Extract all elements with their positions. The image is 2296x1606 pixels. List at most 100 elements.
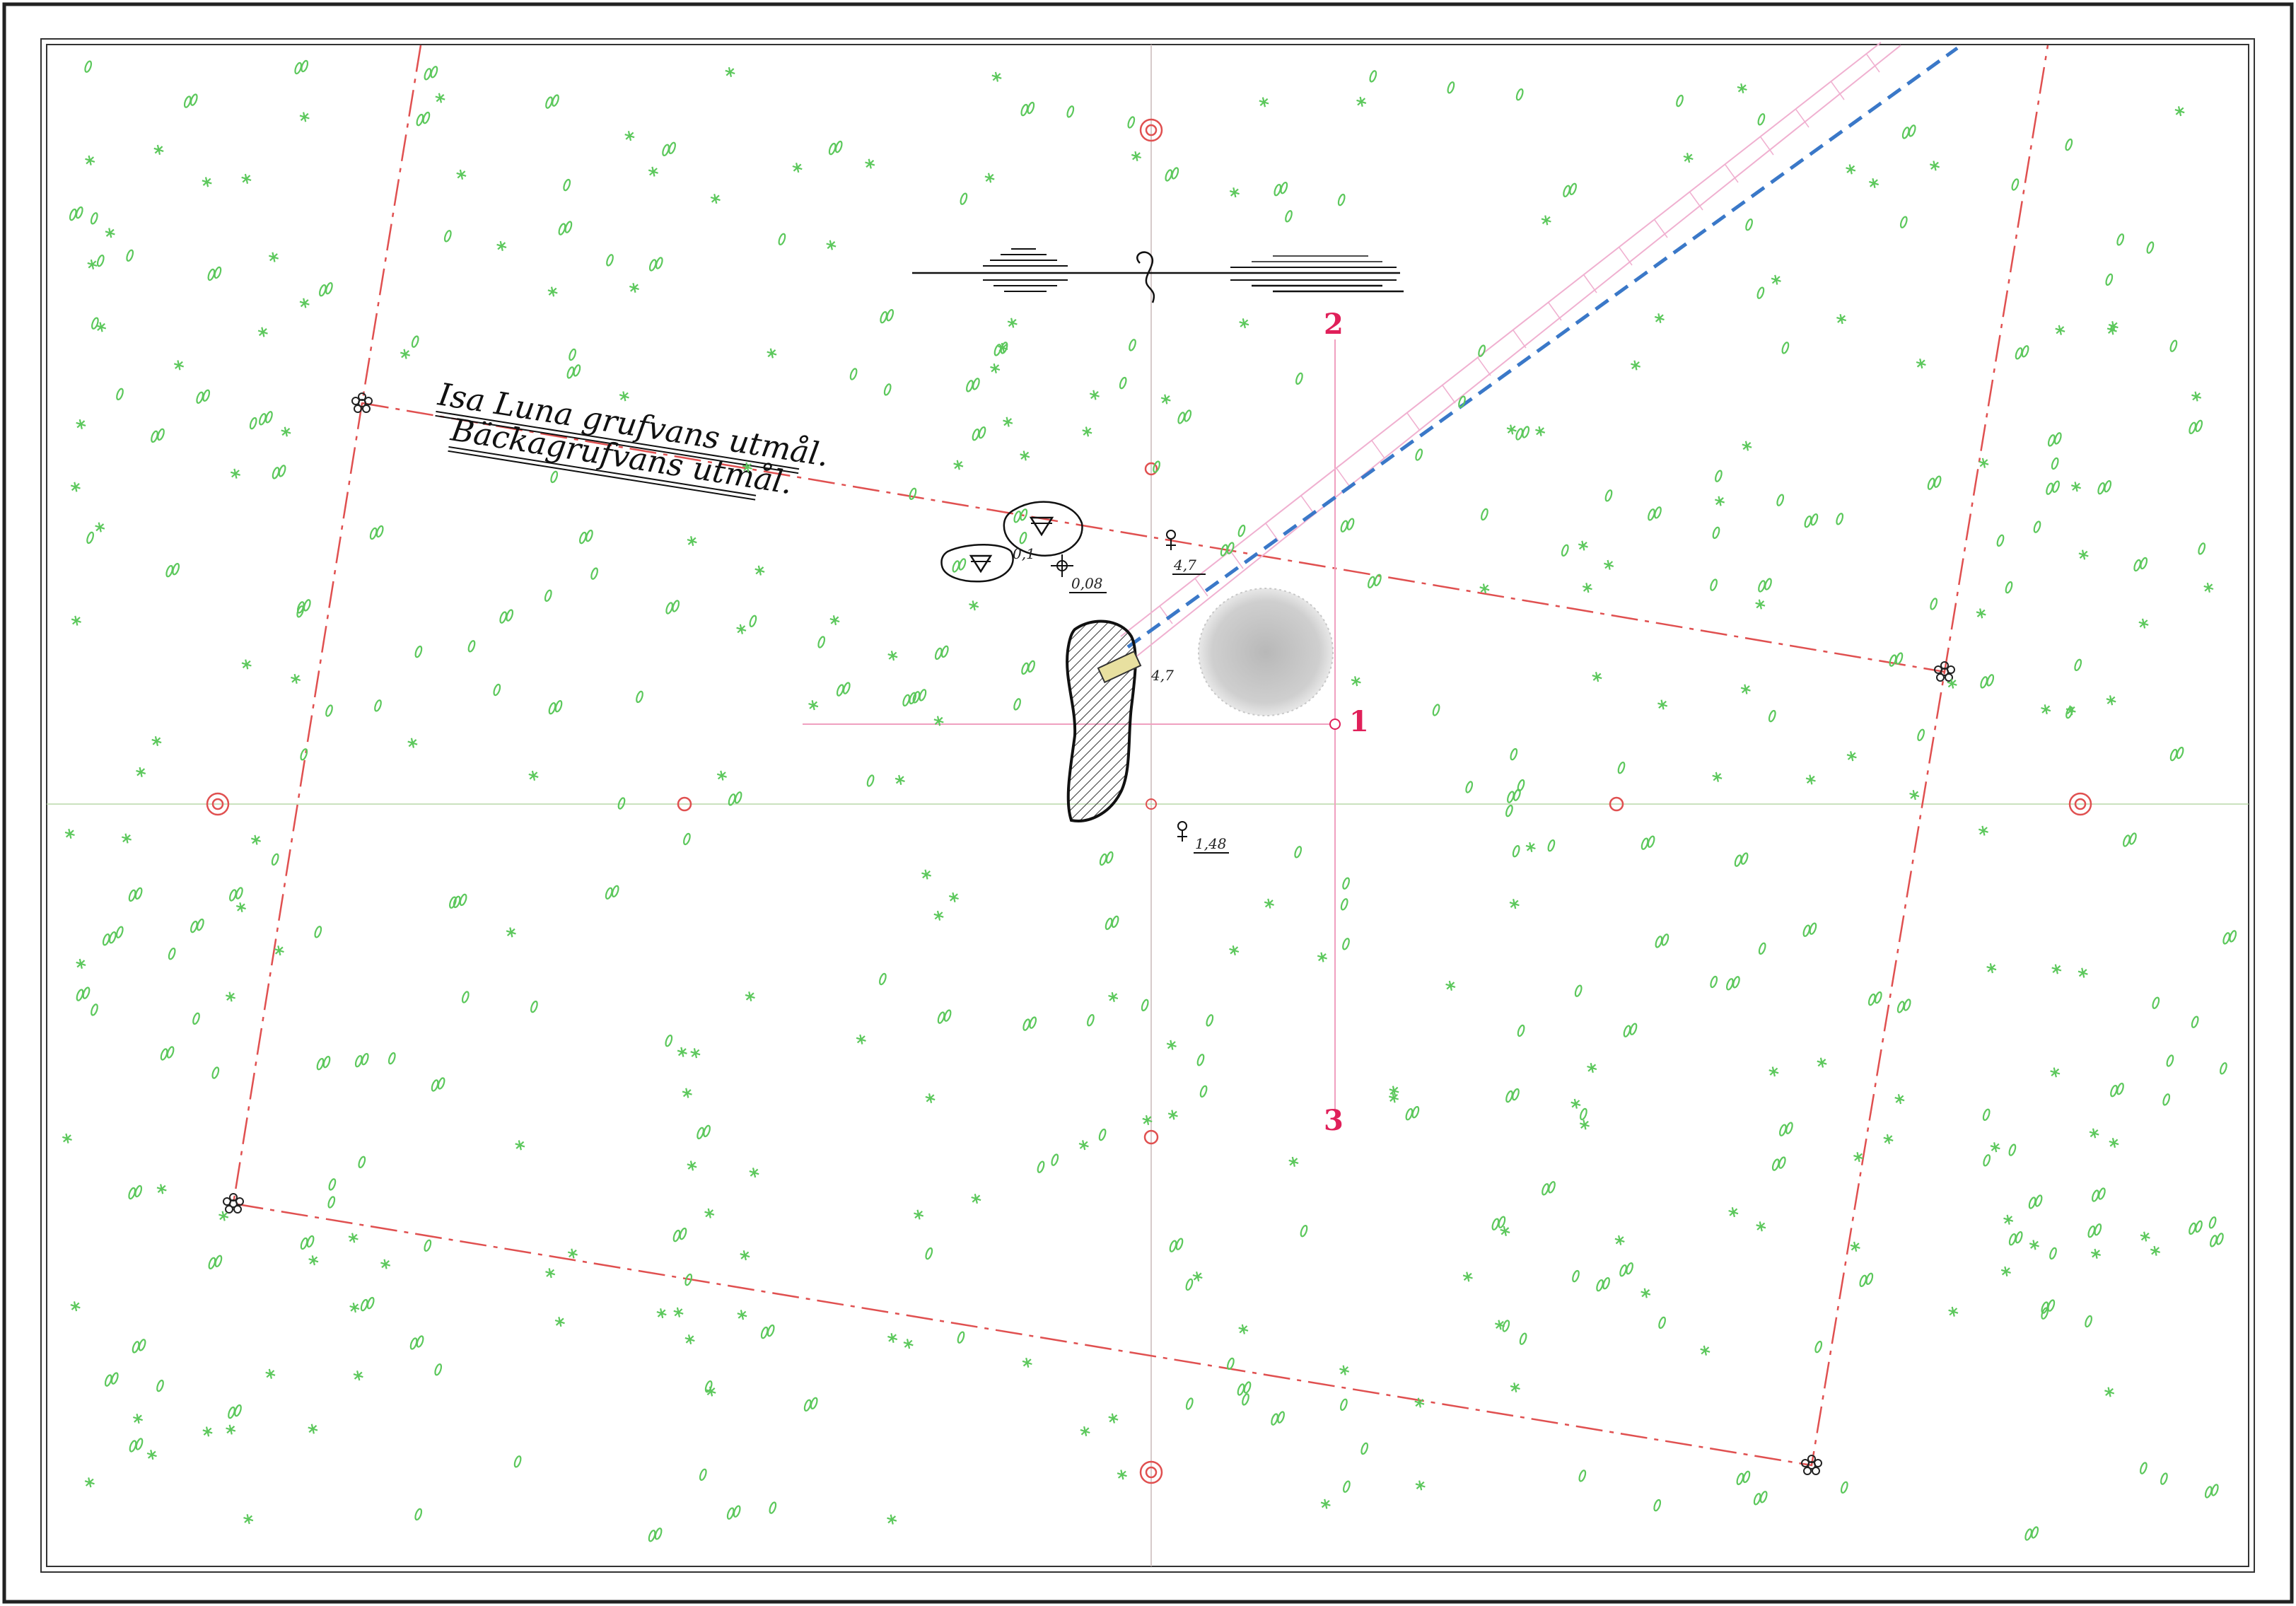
station-label-2: 2 — [1324, 308, 1344, 341]
grass-tuft-icon — [2000, 1266, 2011, 1276]
grass-tuft-icon — [933, 910, 944, 921]
shrub-icon — [1510, 747, 1518, 761]
grass-tuft-icon — [991, 71, 1002, 82]
shrub-icon — [1710, 578, 1718, 591]
grass-tuft-icon — [506, 927, 516, 938]
grass-tuft-icon — [619, 391, 629, 402]
shrub-icon — [1930, 598, 1938, 610]
shrub-icon — [934, 645, 949, 661]
shrub-icon — [424, 1239, 432, 1252]
shrub-icon — [2047, 432, 2062, 447]
grass-tuft-icon — [554, 1317, 565, 1327]
shrub-icon — [2146, 241, 2155, 254]
grass-tuft-icon — [1728, 1207, 1739, 1218]
grass-tuft-icon — [1929, 161, 1940, 171]
shrub-icon — [2222, 930, 2237, 945]
grass-tuft-icon — [1805, 774, 1816, 785]
shrub-icon — [2189, 419, 2203, 435]
shrub-icon — [1220, 542, 1235, 557]
shrub-icon — [952, 558, 967, 573]
shrub-icon — [1712, 526, 1720, 540]
shrub-icon — [2049, 1247, 2057, 1260]
grass-tuft-icon — [887, 1514, 897, 1525]
shrub-icon — [1804, 513, 1819, 528]
shrub-icon — [760, 1324, 775, 1339]
grass-tuft-icon — [742, 462, 752, 472]
triangle-pit-icon — [1003, 501, 1083, 557]
shrub-icon — [411, 335, 419, 348]
shrub-icon — [1342, 938, 1350, 950]
grass-tuft-icon — [349, 1302, 360, 1313]
grass-tuft-icon — [1990, 1142, 2000, 1153]
shrub-icon — [1432, 704, 1440, 716]
shrub-icon — [1517, 1024, 1525, 1037]
shrub-icon — [665, 1034, 673, 1047]
shrub-icon — [697, 1124, 711, 1140]
grass-tuft-icon — [274, 945, 284, 956]
grass-tuft-icon — [673, 1307, 684, 1317]
flower-boundary-marker-icon — [1801, 1455, 1822, 1475]
shrub-icon — [1271, 1411, 1285, 1426]
shrub-icon — [2024, 1526, 2039, 1541]
shrub-icon — [728, 791, 742, 806]
shrub-icon — [2123, 832, 2137, 847]
shrub-icon — [360, 1296, 375, 1312]
grass-tuft-icon — [1614, 1235, 1625, 1245]
grass-tuft-icon — [914, 1209, 924, 1220]
grass-tuft-icon — [250, 834, 262, 845]
shrub-icon — [1129, 339, 1136, 351]
grass-tuft-icon — [1978, 825, 1988, 836]
grass-tuft-icon — [1500, 1226, 1510, 1236]
shrub-icon — [972, 426, 986, 441]
shrub-icon — [1295, 372, 1303, 385]
shrub-icon — [2189, 1220, 2203, 1235]
shrub-icon — [605, 885, 619, 900]
grass-tuft-icon — [1389, 1086, 1399, 1096]
grass-tuft-icon — [1868, 178, 1880, 189]
claim-boundary-inner — [361, 402, 1945, 673]
shrub-icon — [2210, 1233, 2224, 1247]
grass-tuft-icon — [1683, 152, 1694, 163]
grass-tuft-icon — [1916, 358, 1926, 369]
shrub-icon — [2033, 520, 2041, 533]
flower-boundary-marker-icon — [351, 392, 373, 413]
grass-tuft-icon — [1167, 1110, 1178, 1120]
shrub-icon — [91, 317, 99, 330]
shrub-icon — [2046, 480, 2060, 495]
grass-tuft-icon — [2078, 967, 2088, 978]
grass-tuft-icon — [1089, 390, 1100, 400]
shrub-icon — [1515, 426, 1530, 441]
shrub-icon — [1360, 1442, 1369, 1455]
flower-boundary-marker-icon — [223, 1193, 244, 1214]
shrub-icon — [1982, 1108, 1991, 1122]
shrub-icon — [207, 266, 222, 281]
crosshair-icon — [1051, 554, 1073, 577]
shrub-icon — [1756, 286, 1765, 299]
grass-tuft-icon — [687, 1160, 697, 1171]
mine-entrance — [1097, 650, 1142, 684]
shrub-icon — [2005, 581, 2013, 594]
grass-tuft-icon — [1108, 1413, 1119, 1424]
grass-tuft-icon — [121, 833, 132, 844]
grass-tuft-icon — [749, 1168, 759, 1178]
shrub-icon — [803, 1397, 818, 1412]
grass-tuft-icon — [1771, 274, 1781, 285]
station-point — [1329, 718, 1341, 730]
grass-tuft-icon — [1740, 684, 1751, 694]
shrub-icon — [2008, 1230, 2023, 1246]
depth-label-b: 4,7 — [1173, 557, 1196, 574]
shrub-icon — [2065, 138, 2073, 151]
shrub-icon — [2166, 1054, 2174, 1067]
shrub-icon — [129, 1438, 144, 1453]
shrub-icon — [1596, 1276, 1610, 1292]
shrub-icon — [1294, 846, 1303, 859]
shrub-icon — [316, 1055, 331, 1071]
shrub-icon — [548, 699, 563, 715]
shrub-icon — [2116, 233, 2125, 246]
grass-tuft-icon — [291, 673, 301, 685]
grass-tuft-icon — [265, 1368, 276, 1379]
grass-tuft-icon — [1700, 1345, 1711, 1356]
shrub-icon — [1859, 1272, 1874, 1288]
shrub-icon — [1867, 991, 1882, 1006]
grass-tuft-icon — [1986, 963, 1997, 974]
